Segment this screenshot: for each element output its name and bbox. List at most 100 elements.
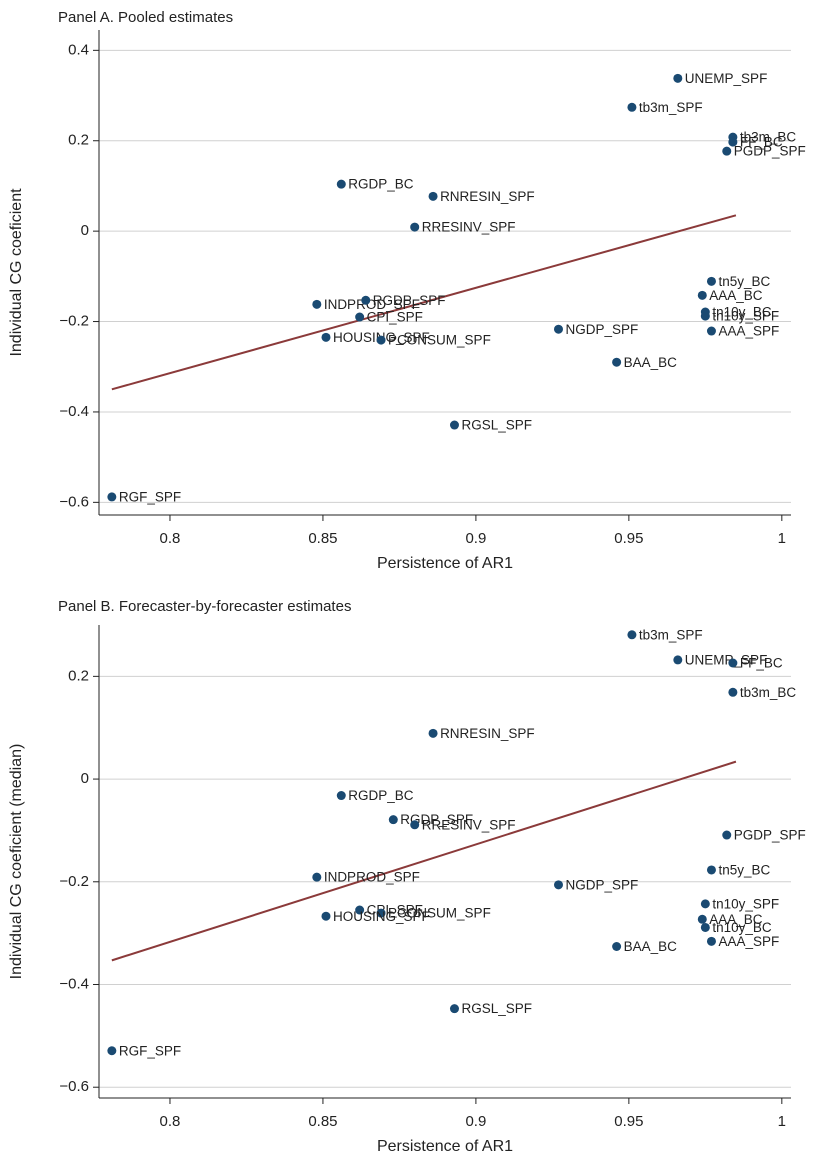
y-axis-label: Individual CG coeficient (median) [8, 744, 25, 980]
point-label: tb3m_SPF [639, 100, 703, 115]
point-label: tb3m_SPF [639, 627, 703, 642]
point-label: PGDP_SPF [734, 144, 806, 159]
point [553, 880, 563, 890]
point-label: RGDP_BC [348, 788, 414, 803]
panel-title: Panel A. Pooled estimates [58, 9, 233, 26]
point [336, 791, 346, 801]
point [321, 911, 331, 921]
x-tick-label: 0.95 [614, 1113, 643, 1130]
x-tick-label: 0.9 [465, 1113, 486, 1130]
point-label: FF_BC [740, 135, 783, 150]
point [410, 222, 420, 232]
point-label: PCONSUM_SPF [388, 906, 491, 921]
point-label: PCONSUM_SPF [388, 333, 491, 348]
point [312, 872, 322, 882]
x-axis-label: Persistence of AR1 [377, 555, 513, 572]
y-tick-label: 0 [81, 770, 89, 787]
point-label: INDPROD_SPF [324, 297, 420, 312]
x-tick-label: 1 [778, 530, 786, 547]
point [336, 179, 346, 189]
point [697, 290, 707, 300]
y-tick-label: −0.6 [59, 1078, 89, 1095]
point-label: RGF_SPF [119, 489, 181, 504]
x-axis-label: Persistence of AR1 [377, 1138, 513, 1155]
point-label: CPI_SPF [367, 310, 423, 325]
point-label: RNRESIN_SPF [440, 726, 535, 741]
point-label: BAA_BC [624, 939, 678, 954]
point-label: tn10y_SPF [712, 896, 779, 911]
point-label: NGDP_SPF [565, 877, 638, 892]
point [728, 658, 738, 668]
point-label: HOUSING_SPF [333, 909, 430, 924]
point [388, 815, 398, 825]
point [700, 899, 710, 909]
y-tick-label: 0.2 [68, 132, 89, 149]
x-tick-label: 0.85 [308, 1113, 337, 1130]
point [722, 146, 732, 156]
point-label: tb3m_BC [740, 130, 797, 145]
point-label: tn10y_BC [712, 305, 772, 320]
y-tick-label: −0.4 [59, 403, 89, 420]
point-label: AAA_SPF [718, 324, 779, 339]
point [376, 335, 386, 345]
point [410, 820, 420, 830]
point-label: UNEMP_SPF [685, 652, 768, 667]
x-tick-label: 0.8 [160, 530, 181, 547]
point-label: NGDP_SPF [565, 322, 638, 337]
point [722, 830, 732, 840]
point [673, 73, 683, 83]
point [627, 102, 637, 112]
point [700, 922, 710, 932]
point-label: RRESINV_SPF [422, 220, 516, 235]
point [428, 728, 438, 738]
point [312, 299, 322, 309]
point-label: RGDP_BC [348, 177, 414, 192]
y-tick-label: −0.4 [59, 975, 89, 992]
point-label: tn10y_BC [712, 920, 772, 935]
point-label: BAA_BC [624, 355, 678, 370]
point [107, 1046, 117, 1056]
point [700, 311, 710, 321]
y-tick-label: 0 [81, 222, 89, 239]
point [706, 865, 716, 875]
point-label: RGF_SPF [119, 1043, 181, 1058]
point [728, 137, 738, 147]
point-label: tn10y_SPF [712, 309, 779, 324]
x-tick-label: 0.95 [614, 530, 643, 547]
fit-line [111, 214, 737, 391]
x-tick-label: 1 [778, 1113, 786, 1130]
point-label: UNEMP_SPF [685, 71, 768, 86]
y-axis-label: Individual CG coeficient [8, 188, 25, 357]
point-label: PGDP_SPF [734, 828, 806, 843]
point-label: tb3m_BC [740, 685, 797, 700]
x-tick-label: 0.8 [160, 1113, 181, 1130]
point [107, 492, 117, 502]
point [361, 295, 371, 305]
point-label: AAA_BC [709, 288, 763, 303]
point-label: AAA_SPF [718, 934, 779, 949]
point-label: RGSL_SPF [461, 1001, 532, 1016]
y-tick-label: −0.2 [59, 313, 89, 330]
point-label: AAA_BC [709, 912, 763, 927]
panel-title: Panel B. Forecaster-by-forecaster estima… [58, 598, 351, 615]
point [355, 905, 365, 915]
point-label: RRESINV_SPF [422, 817, 516, 832]
point-label: tn5y_BC [718, 863, 770, 878]
point [612, 941, 622, 951]
point [355, 312, 365, 322]
y-tick-label: 0.2 [68, 667, 89, 684]
point [627, 630, 637, 640]
point [612, 357, 622, 367]
x-tick-label: 0.85 [308, 530, 337, 547]
point [706, 326, 716, 336]
point [449, 420, 459, 430]
point [449, 1004, 459, 1014]
x-tick-label: 0.9 [465, 530, 486, 547]
point [321, 332, 331, 342]
point [428, 191, 438, 201]
point-label: RGDP_SPF [373, 293, 446, 308]
point [697, 914, 707, 924]
point [553, 324, 563, 334]
point [706, 276, 716, 286]
